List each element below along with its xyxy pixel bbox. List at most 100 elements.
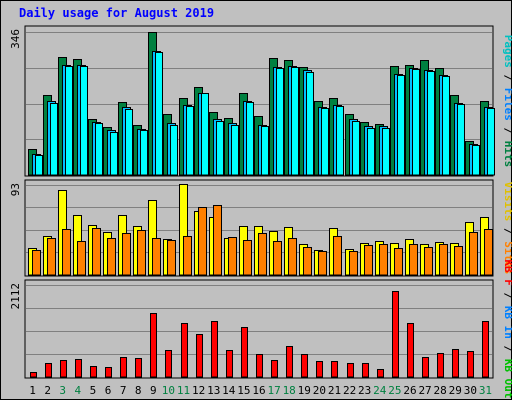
bar-sites-day-8 bbox=[137, 230, 146, 276]
legend-visits-sites: Visits / Sites bbox=[502, 182, 512, 275]
bar-kb-f-day-15 bbox=[241, 327, 248, 378]
bar-sites-day-15 bbox=[243, 240, 252, 276]
bar-sites-day-29 bbox=[454, 246, 463, 276]
bar-pages-day-27 bbox=[427, 71, 435, 176]
bar-pages-day-28 bbox=[442, 76, 450, 176]
x-tick-label-4: 4 bbox=[75, 384, 82, 397]
bar-kb-f-day-8 bbox=[135, 358, 142, 378]
x-tick-label-7: 7 bbox=[120, 384, 127, 397]
x-tick-label-23: 23 bbox=[358, 384, 371, 397]
axis-max-label: 346 bbox=[9, 29, 22, 49]
bar-pages-day-22 bbox=[352, 121, 360, 176]
x-tick-label-13: 13 bbox=[207, 384, 220, 397]
bar-kb-f-day-20 bbox=[316, 361, 323, 378]
bar-sites-day-6 bbox=[107, 238, 116, 276]
chart-title: Daily usage for August 2019 bbox=[19, 6, 215, 20]
bar-kb-f-day-28 bbox=[437, 353, 444, 378]
x-tick-label-5: 5 bbox=[90, 384, 97, 397]
legend-part: Hits bbox=[502, 141, 512, 168]
bar-kb-f-day-12 bbox=[196, 334, 203, 378]
bar-kb-f-day-3 bbox=[60, 360, 67, 378]
bar-pages-day-18 bbox=[291, 67, 299, 176]
panel-visits-sites: 93 Visits / Sites bbox=[9, 179, 512, 277]
axis-max-label: 93 bbox=[9, 183, 22, 196]
bar-pages-day-17 bbox=[276, 68, 284, 176]
bar-pages-day-8 bbox=[140, 130, 148, 176]
bar-sites-day-25 bbox=[394, 248, 403, 276]
bar-pages-day-3 bbox=[65, 66, 73, 176]
bar-sites-day-2 bbox=[47, 238, 56, 276]
legend-part: Files bbox=[502, 88, 512, 121]
bar-kb-f-day-5 bbox=[90, 366, 97, 378]
legend-part: / bbox=[502, 68, 512, 88]
bar-pages-day-1 bbox=[35, 155, 43, 176]
bar-kb-f-day-23 bbox=[362, 363, 369, 378]
x-tick-label-25: 25 bbox=[388, 384, 401, 397]
x-tick-label-22: 22 bbox=[343, 384, 356, 397]
bar-sites-day-9 bbox=[152, 238, 161, 276]
bar-sites-day-4 bbox=[77, 241, 86, 276]
x-axis-labels: 1 2 3 4 5 6 7 8 9 10 11 12 13 14 15 16 17 18 19 20 21 22 23 24 2… bbox=[29, 384, 492, 397]
bar-sites-day-26 bbox=[409, 244, 418, 276]
legend-kbytes: KB F / KB In / KB Out bbox=[502, 259, 512, 398]
bar-sites-day-13 bbox=[213, 205, 222, 276]
bar-sites-day-11 bbox=[183, 236, 192, 276]
x-tick-label-30: 30 bbox=[464, 384, 477, 397]
bar-kb-f-day-19 bbox=[301, 354, 308, 378]
bar-pages-day-2 bbox=[50, 103, 58, 176]
bar-pages-day-9 bbox=[155, 52, 163, 176]
axis-max-label: 2112 bbox=[9, 283, 22, 310]
bar-kb-f-day-18 bbox=[286, 346, 293, 378]
bar-kb-f-day-30 bbox=[467, 351, 474, 378]
x-tick-label-24: 24 bbox=[373, 384, 387, 397]
bar-kb-f-day-4 bbox=[75, 359, 82, 378]
bar-sites-day-16 bbox=[258, 233, 267, 276]
x-tick-label-2: 2 bbox=[44, 384, 51, 397]
x-tick-label-6: 6 bbox=[105, 384, 112, 397]
bar-kb-f-day-16 bbox=[256, 354, 263, 378]
x-tick-label-8: 8 bbox=[135, 384, 142, 397]
bar-pages-day-5 bbox=[95, 123, 103, 176]
legend-part: KB F bbox=[502, 259, 512, 286]
bar-sites-day-21 bbox=[333, 236, 342, 276]
x-tick-label-26: 26 bbox=[403, 384, 416, 397]
x-tick-label-31: 31 bbox=[479, 384, 492, 397]
bar-pages-day-21 bbox=[336, 106, 344, 176]
bar-kb-f-day-9 bbox=[150, 313, 157, 378]
bar-kb-f-day-6 bbox=[105, 367, 112, 378]
legend-part: Pages bbox=[502, 35, 512, 68]
bar-pages-day-13 bbox=[216, 121, 224, 176]
panel-kbytes: 2112 KB F / KB In / KB Out bbox=[9, 259, 512, 398]
x-tick-label-15: 15 bbox=[237, 384, 250, 397]
bar-sites-day-30 bbox=[469, 232, 478, 276]
legend-part: / bbox=[502, 221, 512, 241]
x-tick-label-19: 19 bbox=[298, 384, 311, 397]
bar-sites-day-24 bbox=[379, 244, 388, 276]
legend-part: / bbox=[502, 121, 512, 141]
panel-hits-files-pages: 346 Pages / Files / Hits bbox=[9, 25, 512, 177]
bar-kb-f-day-1 bbox=[30, 372, 37, 378]
x-tick-label-12: 12 bbox=[192, 384, 205, 397]
bar-sites-day-3 bbox=[62, 229, 71, 276]
bar-sites-day-31 bbox=[484, 229, 493, 276]
bar-kb-f-day-14 bbox=[226, 350, 233, 378]
x-tick-label-17: 17 bbox=[267, 384, 280, 397]
bar-pages-day-16 bbox=[261, 126, 269, 176]
legend-part: / bbox=[502, 339, 512, 359]
bar-pages-day-10 bbox=[170, 125, 178, 176]
bar-kb-f-day-27 bbox=[422, 357, 429, 378]
bar-sites-day-5 bbox=[92, 228, 101, 276]
bar-pages-day-20 bbox=[321, 108, 329, 176]
x-tick-label-18: 18 bbox=[283, 384, 296, 397]
bar-sites-day-10 bbox=[167, 240, 176, 276]
legend-part: Sites bbox=[502, 241, 512, 274]
legend-part: / bbox=[502, 286, 512, 306]
bar-sites-day-18 bbox=[288, 238, 297, 276]
bar-kb-f-day-22 bbox=[347, 363, 354, 378]
bar-sites-day-14 bbox=[228, 237, 237, 276]
x-tick-label-20: 20 bbox=[313, 384, 326, 397]
bar-pages-day-25 bbox=[397, 75, 405, 176]
bar-pages-day-7 bbox=[125, 109, 133, 176]
bar-kb-f-day-29 bbox=[452, 349, 459, 378]
